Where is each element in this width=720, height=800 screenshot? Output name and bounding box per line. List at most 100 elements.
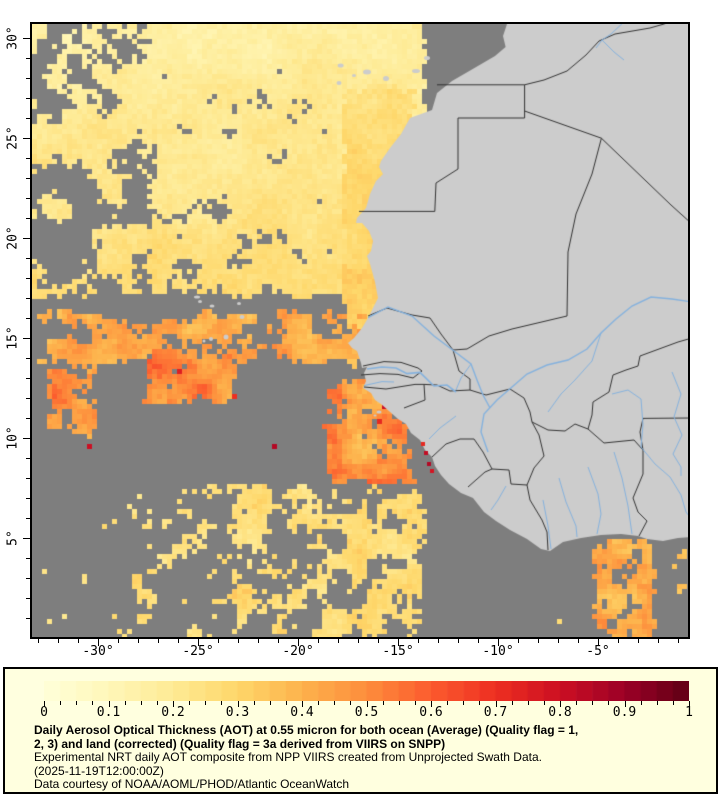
colorbar-minor-tick [640, 701, 642, 705]
x-minor-tick [338, 639, 339, 643]
colorbar-minor-tick [269, 701, 271, 705]
y-tick-label: 5° [5, 530, 21, 546]
colorbar-tick-label: 1 [685, 705, 693, 720]
x-tick-label: -5° [586, 644, 610, 659]
x-minor-tick [258, 639, 259, 643]
y-major-tick [23, 438, 30, 439]
y-major-tick [23, 238, 30, 239]
x-minor-tick [138, 639, 139, 643]
x-minor-tick [638, 639, 639, 643]
colorbar-minor-tick [221, 701, 223, 705]
x-minor-tick [458, 639, 459, 643]
x-tick-label: -20° [282, 644, 314, 659]
y-major-tick [23, 38, 30, 39]
x-major-tick [398, 639, 399, 646]
aot-map-canvas [32, 24, 688, 637]
x-tick-label: -10° [482, 644, 514, 659]
x-tick-label: -15° [382, 644, 414, 659]
y-minor-tick [26, 458, 30, 459]
colorbar-minor-tick [511, 701, 513, 705]
colorbar-minor-tick [592, 701, 594, 705]
colorbar-tick-label: 0 [40, 705, 48, 720]
colorbar-minor-tick [189, 701, 191, 705]
colorbar-minor-tick [656, 701, 658, 705]
y-minor-tick [26, 178, 30, 179]
y-tick-label: 20° [5, 226, 21, 250]
x-minor-tick [38, 639, 39, 643]
colorbar-minor-tick [140, 701, 142, 705]
y-minor-tick [26, 578, 30, 579]
colorbar-minor-tick [60, 701, 62, 705]
x-minor-tick [178, 639, 179, 643]
colorbar-major-tick [560, 701, 561, 707]
x-tick-label: -25° [182, 644, 214, 659]
colorbar-minor-tick [479, 701, 481, 705]
colorbar-tick-label: 0.4 [290, 705, 314, 720]
colorbar-minor-tick [318, 701, 320, 705]
colorbar-minor-tick [672, 701, 674, 705]
x-minor-tick [418, 639, 419, 643]
y-minor-tick [26, 198, 30, 199]
colorbar-major-tick [302, 701, 303, 707]
x-minor-tick [438, 639, 439, 643]
y-tick-label: 25° [5, 126, 21, 150]
colorbar-major-tick [495, 701, 497, 707]
x-minor-tick [218, 639, 219, 643]
colorbar-major-tick [108, 701, 110, 707]
x-minor-tick [518, 639, 519, 643]
colorbar-tick-label: 0.6 [419, 705, 443, 720]
colorbar-minor-tick [382, 701, 384, 705]
y-minor-tick [26, 118, 30, 119]
colorbar-minor-tick [285, 701, 287, 705]
colorbar-tick-label: 0.9 [612, 705, 637, 720]
y-minor-tick [26, 358, 30, 359]
colorbar-tick-label: 0.5 [354, 705, 379, 720]
x-minor-tick [158, 639, 159, 643]
colorbar-tick-label: 0.7 [483, 705, 508, 720]
colorbar-minor-tick [350, 701, 352, 705]
colorbar-minor-tick [124, 701, 126, 705]
y-major-tick [23, 538, 30, 539]
y-tick-label: 30° [5, 26, 21, 50]
y-minor-tick [26, 598, 30, 599]
colorbar-minor-tick [92, 701, 94, 705]
y-minor-tick [26, 298, 30, 299]
y-minor-tick [26, 478, 30, 479]
colorbar-minor-tick [447, 701, 449, 705]
x-minor-tick [538, 639, 539, 643]
x-minor-tick [278, 639, 279, 643]
x-minor-tick [578, 639, 579, 643]
legend-caption: Daily Aerosol Optical Thickness (AOT) at… [34, 723, 578, 792]
colorbar-minor-tick [156, 701, 158, 705]
colorbar-minor-tick [76, 701, 78, 705]
caption-subtitle: Experimental NRT daily AOT composite fro… [34, 750, 542, 765]
y-tick-label: 15° [5, 326, 21, 350]
colorbar-major-tick [44, 701, 45, 707]
x-minor-tick [78, 639, 79, 643]
y-minor-tick [26, 158, 30, 159]
colorbar-minor-tick [576, 701, 578, 705]
colorbar-tick-label: 0.1 [96, 705, 121, 720]
y-minor-tick [26, 618, 30, 619]
colorbar-major-tick [173, 701, 174, 707]
colorbar-minor-tick [608, 701, 610, 705]
x-minor-tick [378, 639, 379, 643]
colorbar-tick-label: 0.3 [225, 705, 250, 720]
x-minor-tick [618, 639, 619, 643]
colorbar-minor-tick [398, 701, 400, 705]
y-minor-tick [26, 258, 30, 259]
colorbar-minor-tick [334, 701, 336, 705]
x-tick-label: -30° [82, 644, 114, 659]
colorbar-minor-tick [543, 701, 545, 705]
y-minor-tick [26, 98, 30, 99]
x-major-tick [198, 639, 199, 646]
colorbar-minor-tick [414, 701, 416, 705]
x-major-tick [98, 639, 99, 646]
y-minor-tick [26, 398, 30, 399]
x-minor-tick [558, 639, 559, 643]
caption-credit: Data courtesy of NOAA/AOML/PHOD/Atlantic… [34, 777, 349, 792]
y-minor-tick [26, 418, 30, 419]
colorbar-major-tick [237, 701, 239, 707]
colorbar-major-tick [431, 701, 432, 707]
